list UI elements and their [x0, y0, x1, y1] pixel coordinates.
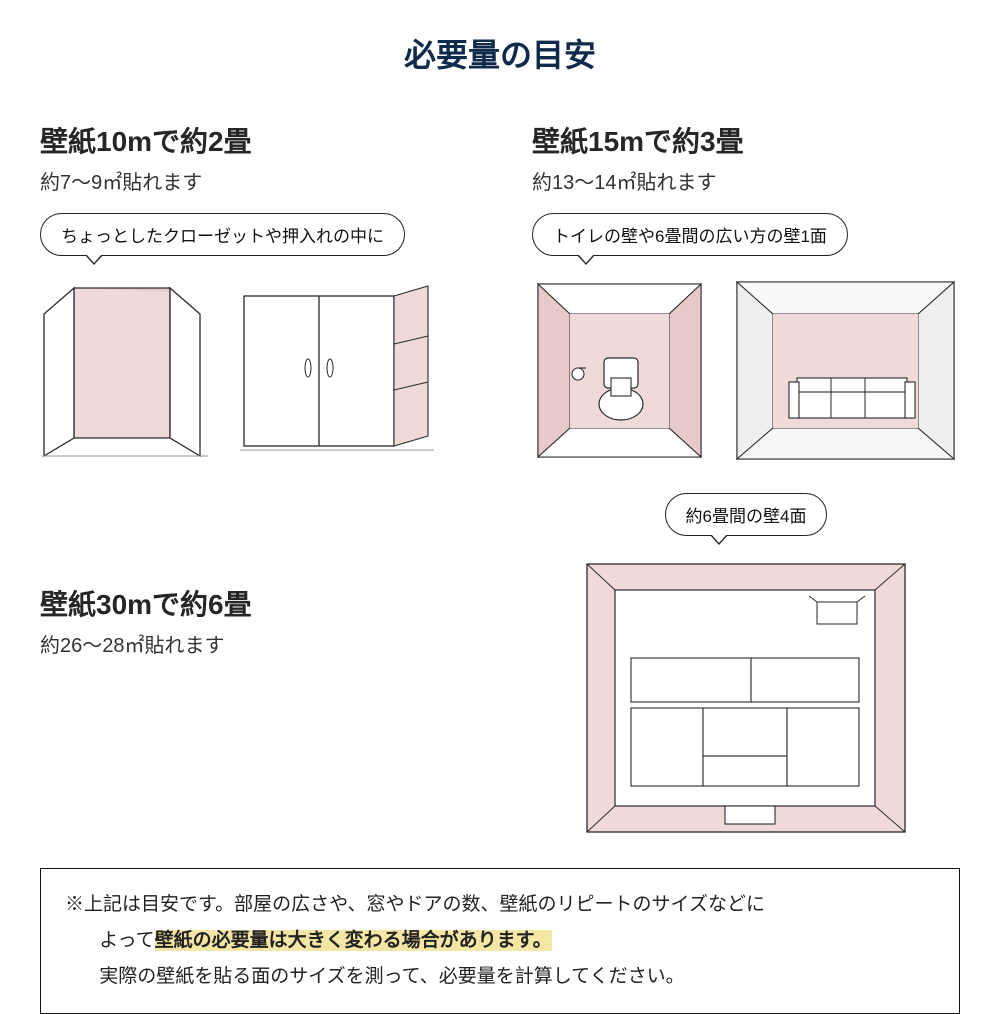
heading-15m: 壁紙15mで約3畳 [532, 120, 960, 160]
bubble-15m: トイレの壁や6畳間の広い方の壁1面 [532, 213, 848, 256]
illus-15m [532, 278, 960, 463]
note-line-2: よって壁紙の必要量は大きく変わる場合があります。 [65, 923, 935, 959]
note-highlight: 壁紙の必要量は大きく変わる場合があります。 [155, 930, 552, 951]
sub-10m: 約7〜9㎡貼れます [40, 166, 468, 195]
closet-sliding-icon [236, 278, 436, 458]
note-line-2a: よって [99, 930, 154, 951]
illus-10m [40, 278, 468, 458]
sub-15m: 約13〜14㎡貼れます [532, 166, 960, 195]
note-box: ※上記は目安です。部屋の広さや、窓やドアの数、壁紙のリピートのサイズなどに よっ… [40, 868, 960, 1014]
section-10m: 壁紙10mで約2畳 約7〜9㎡貼れます ちょっとしたクローゼットや押入れの中に [40, 120, 468, 463]
toilet-room-icon [532, 278, 707, 463]
heading-30m: 壁紙30mで約6畳 [40, 583, 468, 623]
note-line-1: ※上記は目安です。部屋の広さや、窓やドアの数、壁紙のリピートのサイズなどに [65, 887, 935, 923]
section-15m: 壁紙15mで約3畳 約13〜14㎡貼れます トイレの壁や6畳間の広い方の壁1面 [532, 120, 960, 463]
section-30m-text: 壁紙30mで約6畳 約26〜28㎡貼れます [40, 493, 468, 838]
note-line-3: 実際の壁紙を貼る面のサイズを測って、必要量を計算してください。 [65, 959, 935, 995]
sub-30m: 約26〜28㎡貼れます [40, 629, 468, 658]
sections-grid: 壁紙10mで約2畳 約7〜9㎡貼れます ちょっとしたクローゼットや押入れの中に [40, 120, 960, 838]
closet-open-icon [40, 278, 210, 458]
bubble-10m: ちょっとしたクローゼットや押入れの中に [40, 213, 405, 256]
living-room-icon [733, 278, 958, 463]
heading-10m: 壁紙10mで約2畳 [40, 120, 468, 160]
section-30m-illus: 約6畳間の壁4面 [532, 493, 960, 838]
bubble-30m: 約6畳間の壁4面 [665, 493, 828, 536]
room-plan-icon [581, 558, 911, 838]
page-title: 必要量の目安 [40, 30, 960, 76]
